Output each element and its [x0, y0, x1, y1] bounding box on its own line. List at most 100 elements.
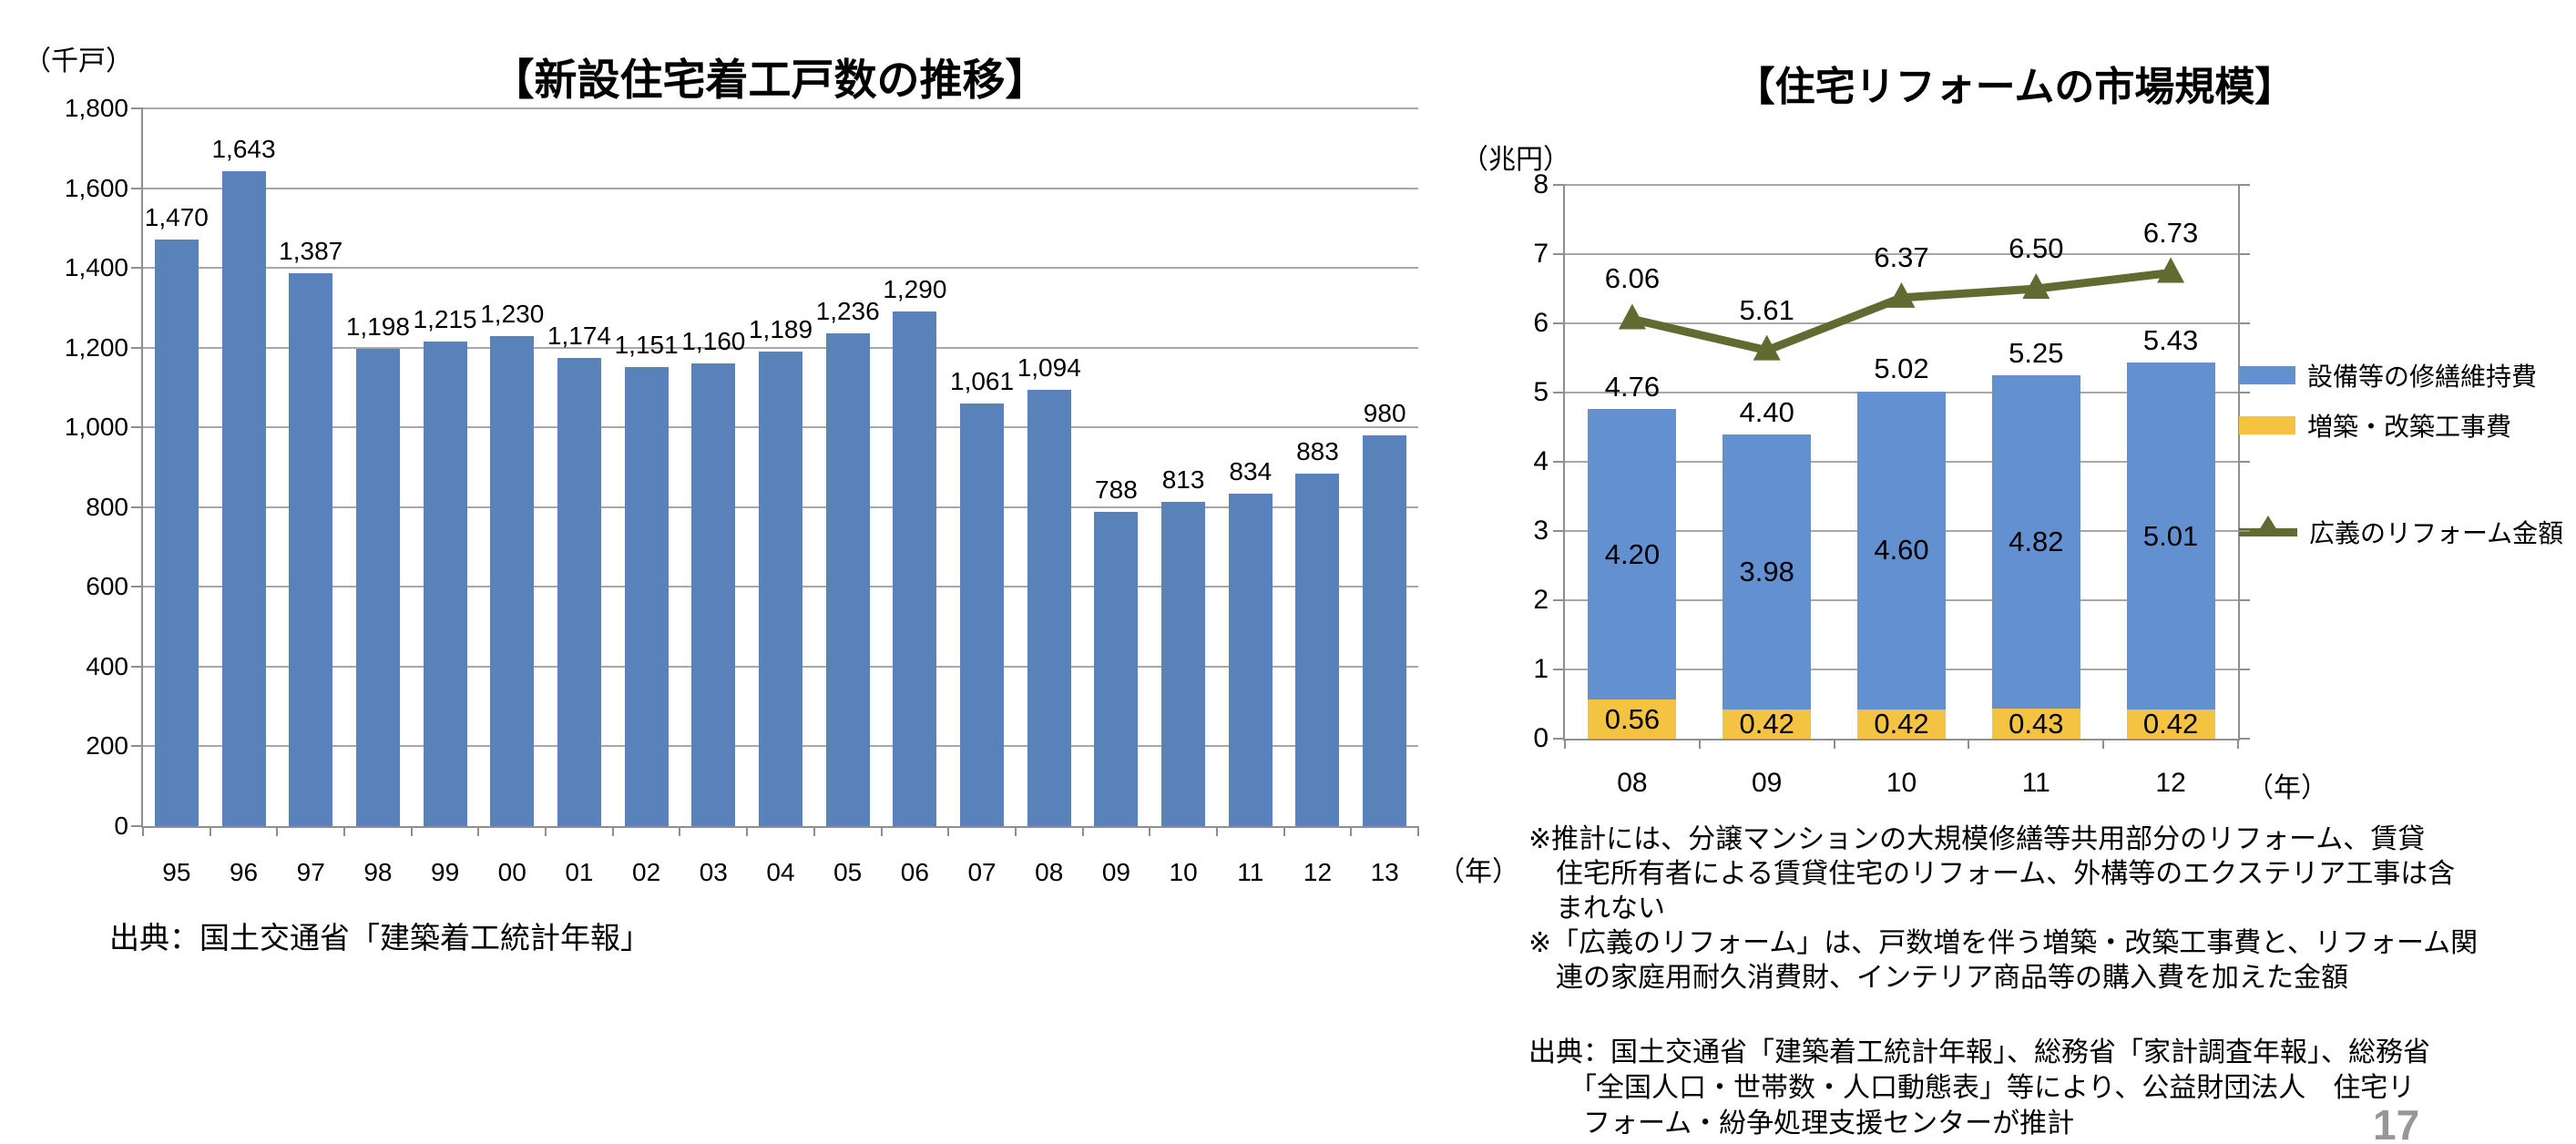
stack-total-label: 5.43	[2142, 324, 2199, 357]
bar	[960, 403, 1005, 826]
stack-total-label: 5.25	[2009, 337, 2064, 369]
x-axis-tick-label: 07	[967, 858, 997, 886]
y-axis-tick	[2238, 669, 2250, 670]
gridline	[1565, 322, 2238, 324]
stacked-bar-segment	[1857, 710, 1946, 739]
stack-total-label: 4.76	[1604, 371, 1661, 403]
yellow-bar-swatch-icon	[2239, 416, 2295, 434]
x-axis-tick-label: 00	[497, 858, 526, 886]
bar-value-label: 980	[1363, 398, 1406, 427]
y-axis-tick	[131, 426, 143, 429]
segment-value-label: 4.20	[1604, 537, 1661, 570]
y-axis-tick	[2238, 599, 2250, 601]
bar-value-label: 1,151	[614, 331, 679, 360]
y-axis-tick-label: 1,600	[64, 173, 128, 202]
bar-value-label: 1,470	[144, 203, 209, 232]
bar	[423, 342, 467, 826]
y-axis-tick	[1553, 322, 1565, 324]
x-axis-tick-label: 09	[1752, 768, 1783, 798]
x-axis-tick	[1149, 826, 1151, 836]
left-y-axis-unit: （千戸）	[24, 46, 133, 77]
bar	[1228, 493, 1273, 826]
x-axis-tick	[679, 826, 681, 836]
stacked-bar-segment	[1991, 375, 2080, 710]
line-value-label: 5.61	[1739, 293, 1794, 326]
x-axis-tick	[410, 826, 413, 836]
right-chart-notes: ※推計には、分譲マンションの大規模修繕等共用部分のリフォーム、賃貸 住宅所有者に…	[1528, 824, 2479, 993]
y-axis-tick-label: 8	[1533, 169, 1549, 199]
x-axis-tick	[813, 826, 815, 836]
x-axis-tick-label: 06	[900, 858, 929, 886]
y-axis-tick	[1553, 461, 1565, 463]
stack-total-label: 4.40	[1739, 395, 1794, 428]
x-axis-tick	[2102, 739, 2105, 749]
y-axis-tick	[2238, 184, 2250, 186]
x-axis-tick	[343, 826, 346, 836]
y-axis-tick-label: 200	[86, 731, 128, 761]
y-axis-tick-label: 0	[114, 812, 128, 840]
segment-value-label: 0.42	[2142, 708, 2199, 741]
x-axis-tick-label: 95	[162, 858, 191, 886]
x-axis-tick-label: 05	[833, 858, 863, 886]
legend-label: 増築・改築工事費	[2307, 413, 2512, 441]
line-value-label: 6.73	[2142, 216, 2199, 249]
triangle-marker-icon	[2256, 515, 2280, 535]
x-axis-tick	[611, 826, 614, 836]
bar-value-label: 1,061	[950, 366, 1015, 395]
x-axis-tick-label: 12	[2155, 768, 2186, 798]
y-axis-tick-label: 0	[1533, 723, 1549, 753]
x-axis-tick-label: 02	[632, 858, 661, 886]
bar	[490, 335, 535, 826]
line-marker-swatch-icon	[2239, 515, 2297, 536]
stacked-bar-segment	[1588, 700, 1677, 739]
stack-total-label: 5.02	[1874, 352, 1929, 385]
bar	[1295, 474, 1340, 826]
x-axis-tick	[1833, 739, 1835, 749]
x-axis-tick	[1014, 826, 1017, 836]
x-axis-tick	[209, 826, 211, 836]
y-axis-tick-label: 1	[1533, 654, 1549, 684]
bar	[1094, 512, 1139, 826]
y-axis-tick	[1553, 669, 1565, 670]
triangle-marker-icon	[1753, 334, 1781, 361]
bar-value-label: 1,643	[211, 134, 276, 163]
left-x-axis-unit: （年）	[1437, 857, 1519, 887]
right-chart-legend: 設備等の修繕維持費 増築・改築工事費 広義のリフォーム金額	[2239, 363, 2576, 572]
stacked-bar-segment	[1588, 409, 1677, 700]
x-axis-tick	[1215, 826, 1218, 836]
y-axis-tick-label: 800	[86, 492, 128, 521]
x-axis-tick	[1283, 826, 1285, 836]
y-axis-tick-label: 6	[1533, 308, 1549, 338]
bar	[1027, 390, 1071, 826]
triangle-marker-icon	[2022, 273, 2050, 299]
y-axis-tick-label: 3	[1533, 516, 1549, 546]
bar-value-label: 1,215	[413, 305, 477, 334]
x-axis-tick	[1968, 739, 1970, 749]
gridline	[1565, 184, 2238, 186]
x-axis-tick-label: 10	[1886, 768, 1917, 798]
x-axis-tick-label: 97	[296, 858, 325, 886]
y-axis-tick	[131, 107, 143, 109]
y-axis-tick	[131, 745, 143, 748]
segment-value-label: 0.56	[1604, 702, 1661, 735]
bar-value-label: 813	[1161, 465, 1205, 495]
x-axis-tick-label: 11	[1237, 858, 1264, 886]
bar-value-label: 1,160	[681, 327, 746, 356]
x-axis-tick-label: 11	[2021, 768, 2050, 798]
legend-item-broad-reform: 広義のリフォーム金額	[2239, 515, 2563, 547]
bar-value-label: 1,290	[883, 275, 947, 304]
bar-value-label: 1,094	[1017, 353, 1081, 383]
right-chart-source: 出典：国土交通省「建築着工統計年報」、総務省「家計調査年報」、総務省 「全国人口…	[1528, 1037, 2430, 1139]
x-axis-tick-label: 10	[1169, 858, 1198, 886]
bar	[154, 240, 199, 826]
y-axis-tick	[2238, 253, 2250, 255]
y-axis-tick	[1553, 253, 1565, 255]
y-axis-tick	[2238, 392, 2250, 393]
stacked-bar-segment	[2126, 363, 2215, 710]
bar	[1363, 434, 1407, 826]
y-axis-tick-label: 4	[1533, 446, 1549, 476]
y-axis-tick	[131, 825, 143, 827]
gridline	[143, 107, 1418, 109]
x-axis-tick	[880, 826, 883, 836]
